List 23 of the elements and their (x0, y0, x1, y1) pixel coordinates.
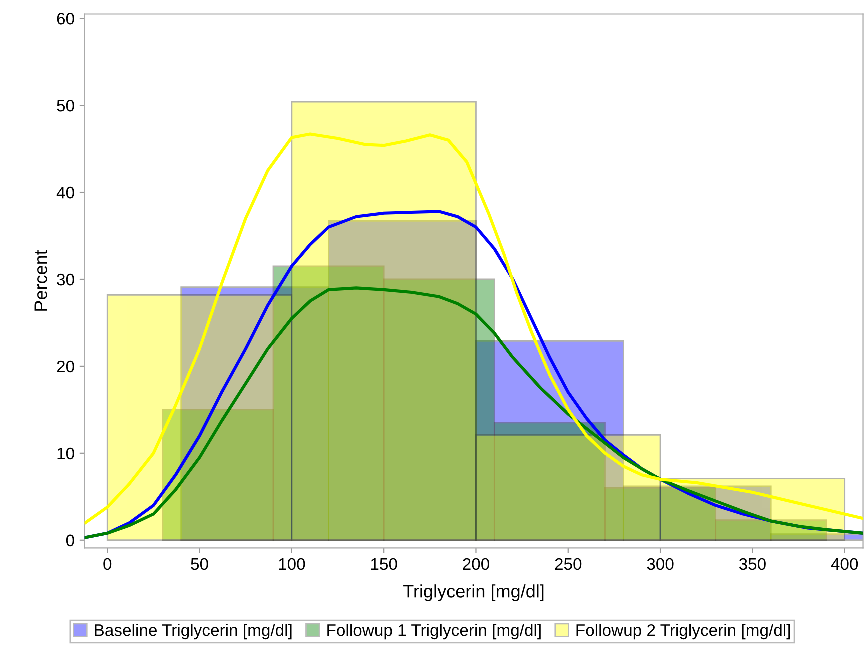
line-series (84, 286, 864, 540)
y-tick-label: 50 (57, 100, 74, 112)
legend-label: Baseline Triglycerin [mg/dl] (95, 624, 292, 640)
x-tick-label: 50 (191, 558, 208, 570)
y-axis-title: Percent (34, 250, 48, 311)
x-tick-label: 100 (279, 558, 306, 570)
x-tick-label: 150 (371, 558, 398, 570)
y-tick-label: 10 (58, 448, 74, 460)
x-tick-label: 0 (104, 558, 112, 570)
legend-label: Followup 1 Triglycerin [mg/dl] (328, 624, 541, 640)
line-series (84, 132, 864, 525)
y-tick-label: 0 (66, 534, 74, 547)
legend-label: Followup 2 Triglycerin [mg/dl] (576, 624, 790, 640)
y-tick-label: 40 (56, 186, 74, 199)
x-axis-title: Triglycerin [mg/dl] (404, 584, 544, 602)
y-tick-label: 20 (57, 360, 74, 373)
x-tick-label: 300 (647, 558, 674, 570)
y-tick-label: 60 (57, 13, 74, 25)
x-tick-label: 250 (555, 558, 582, 570)
x-tick-label: 400 (831, 558, 858, 570)
x-tick-label: 200 (463, 558, 490, 570)
x-tick-label: 350 (739, 558, 766, 570)
y-tick-label: 30 (57, 274, 74, 286)
